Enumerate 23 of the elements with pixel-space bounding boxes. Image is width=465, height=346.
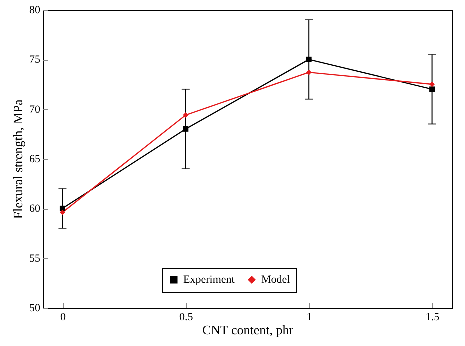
point bbox=[60, 206, 66, 212]
x-tick-label: 0 bbox=[60, 312, 66, 324]
y-tick-label: 65 bbox=[30, 154, 41, 166]
legend-label: Experiment bbox=[184, 274, 235, 286]
y-tick-label: 75 bbox=[30, 54, 41, 66]
y-axis-title: Flexural strength, MPa bbox=[10, 100, 26, 220]
y-tick-label: 55 bbox=[30, 252, 41, 265]
point bbox=[60, 210, 66, 216]
y-tick-label: 70 bbox=[30, 104, 41, 116]
point bbox=[306, 70, 312, 76]
x-tick-label: 1 bbox=[306, 312, 312, 324]
y-tick-label: 80 bbox=[30, 4, 41, 16]
y-tick-label: 60 bbox=[30, 203, 41, 216]
point bbox=[306, 56, 312, 62]
point bbox=[430, 86, 436, 92]
x-tick-label: 1.5 bbox=[426, 312, 440, 324]
y-tick-label: 50 bbox=[30, 302, 41, 314]
point bbox=[183, 112, 189, 118]
x-axis-title: CNT content, phr bbox=[202, 322, 294, 338]
legend-label: Model bbox=[262, 274, 290, 286]
point bbox=[183, 126, 189, 132]
x-tick-label: 0.5 bbox=[180, 312, 194, 324]
point bbox=[430, 82, 436, 88]
